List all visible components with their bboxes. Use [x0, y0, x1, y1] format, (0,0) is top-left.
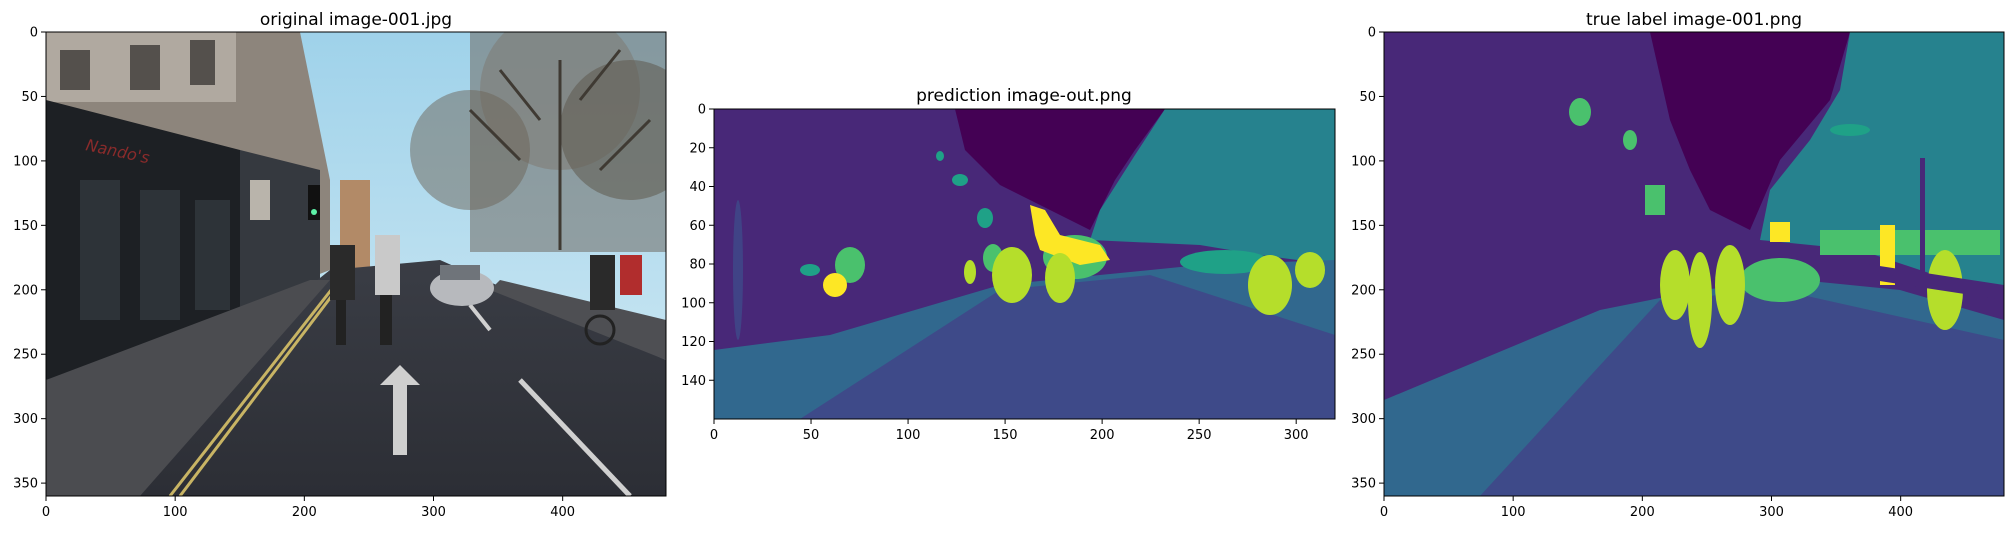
- buildings-left: Nando's: [46, 32, 370, 380]
- panel-true-label: true label image-001.png 0 100 200 300 400 0…: [1351, 10, 2005, 520]
- y-tick-label: 250: [1351, 348, 1376, 363]
- traffic-light: [308, 185, 320, 220]
- panel-title: true label image-001.png: [1586, 10, 1802, 30]
- y-tick-label: 0: [1368, 26, 1376, 41]
- cyclists: [330, 235, 642, 346]
- sidewalk-left: [46, 280, 330, 496]
- x-axis-prediction: 0 50 100 150 200 250 300: [710, 419, 1309, 443]
- road-arrow: [380, 365, 420, 455]
- x-tick-label: 400: [1888, 505, 1913, 520]
- x-tick-label: 0: [1380, 505, 1388, 520]
- y-tick-label: 0: [698, 103, 706, 118]
- x-tick-label: 250: [1187, 428, 1212, 443]
- y-tick-label: 350: [1351, 477, 1376, 492]
- segmentation-prediction: [714, 109, 1335, 419]
- panel-prediction: prediction image-out.png 0 50 100 1: [681, 86, 1336, 443]
- y-tick-label: 100: [1351, 154, 1376, 169]
- y-tick-label: 120: [681, 335, 706, 350]
- sidewalk-right: [490, 280, 666, 360]
- y-tick-label: 250: [13, 348, 38, 363]
- x-tick-label: 400: [550, 505, 575, 520]
- x-tick-label: 300: [421, 505, 446, 520]
- tree-region: [1760, 32, 2004, 290]
- y-tick-label: 150: [13, 219, 38, 234]
- x-tick-label: 300: [1759, 505, 1784, 520]
- y-axis-original: 0 50 100 150 200 250 300 350: [13, 26, 46, 492]
- x-tick-label: 100: [163, 505, 188, 520]
- y-tick-label: 20: [689, 141, 706, 156]
- road-markings: [168, 284, 342, 496]
- x-tick-label: 300: [1284, 428, 1309, 443]
- segmentation-label: [1384, 32, 2004, 496]
- x-axis-true-label: 0 100 200 300 400: [1380, 496, 1913, 520]
- y-tick-label: 300: [13, 412, 38, 427]
- y-tick-label: 100: [13, 154, 38, 169]
- x-tick-label: 0: [710, 428, 718, 443]
- y-tick-label: 0: [30, 26, 38, 41]
- y-tick-label: 50: [21, 90, 38, 105]
- x-tick-label: 200: [1090, 428, 1115, 443]
- y-tick-label: 350: [13, 477, 38, 492]
- sky-region: [955, 109, 1165, 230]
- x-tick-label: 200: [292, 505, 317, 520]
- y-tick-label: 200: [13, 283, 38, 298]
- y-tick-label: 150: [1351, 219, 1376, 234]
- street-photo: Nando's: [46, 32, 666, 496]
- panel-original: original image-001.jpg: [13, 10, 667, 520]
- y-tick-label: 60: [689, 219, 706, 234]
- y-tick-label: 40: [689, 180, 706, 195]
- y-tick-label: 80: [689, 258, 706, 273]
- road-region: [1480, 290, 2004, 496]
- y-tick-label: 140: [681, 374, 706, 389]
- road-region: [800, 275, 1335, 419]
- y-tick-label: 50: [1359, 90, 1376, 105]
- panel-title: original image-001.jpg: [260, 10, 452, 30]
- x-axis-original: 0 100 200 300 400: [42, 496, 575, 520]
- y-axis-true-label: 0 50 100 150 200 250 300 350: [1351, 26, 1384, 492]
- tree-region: [1090, 109, 1335, 265]
- panel-title: prediction image-out.png: [916, 86, 1132, 106]
- y-axis-prediction: 0 20 40 60 80 100 120 140: [681, 103, 714, 389]
- sky-region: [1650, 32, 1850, 230]
- road: [46, 260, 666, 496]
- y-tick-label: 300: [1351, 412, 1376, 427]
- y-tick-label: 100: [681, 296, 706, 311]
- x-tick-label: 200: [1630, 505, 1655, 520]
- pedestrian-region: [1030, 205, 1110, 265]
- trees-right: [410, 32, 666, 252]
- car: [430, 265, 494, 306]
- x-tick-label: 150: [993, 428, 1018, 443]
- x-tick-label: 100: [896, 428, 921, 443]
- x-tick-label: 50: [803, 428, 820, 443]
- y-tick-label: 200: [1351, 283, 1376, 298]
- x-tick-label: 100: [1501, 505, 1526, 520]
- x-tick-label: 0: [42, 505, 50, 520]
